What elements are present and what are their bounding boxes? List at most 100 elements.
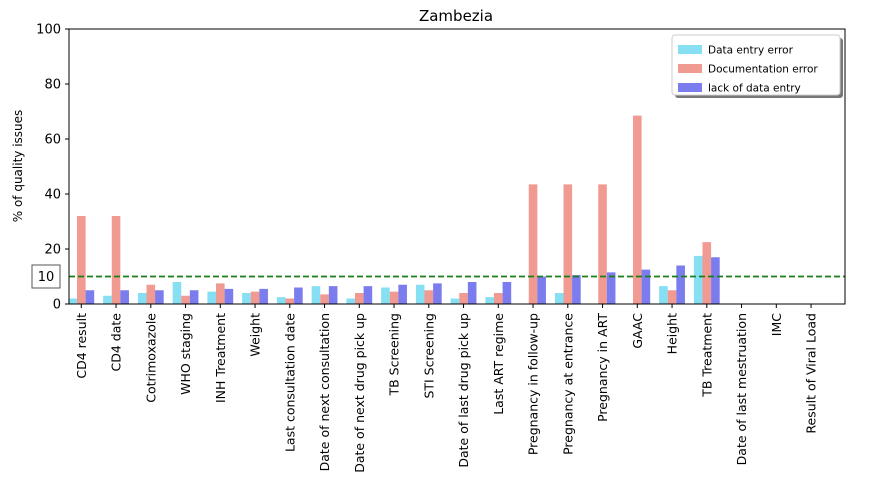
- x-tick-label-date-of-last-drug-pick-up: Date of last drug pick up: [456, 313, 471, 468]
- bar-data-entry-error-tb-treatment: [693, 255, 703, 305]
- bar-documentation-error-date-of-next-consultation: [320, 294, 329, 305]
- bar-data-entry-error-date-of-next-drug-pick-up: [346, 298, 355, 304]
- x-tick-label-cd4-result: CD4 result: [74, 313, 89, 379]
- bar-lack-of-data-entry-pregnancy-at-entrance: [572, 275, 581, 305]
- bar-documentation-error-date-of-next-drug-pick-up: [355, 293, 364, 304]
- x-tick-label-who-staging: WHO staging: [178, 313, 193, 395]
- x-tick-label-pregnancy-at-entrance: Pregnancy at entrance: [560, 313, 575, 455]
- bar-lack-of-data-entry-cotrimoxazole: [155, 290, 164, 304]
- bar-documentation-error-cotrimoxazole: [146, 284, 156, 304]
- y-tick-label: 60: [44, 133, 61, 148]
- bar-data-entry-error-pregnancy-at-entrance: [554, 293, 564, 304]
- y-axis-label: % of quality issues: [11, 110, 25, 223]
- bar-documentation-error-last-art-regime: [494, 293, 503, 304]
- x-tick-label-tb-screening: TB Screening: [387, 313, 402, 397]
- legend-label-lack-of-data-entry: lack of data entry: [708, 83, 801, 95]
- bar-documentation-error-cd4-date: [111, 216, 121, 304]
- bars-layer: [68, 115, 720, 305]
- bar-data-entry-error-cd4-result: [68, 298, 77, 304]
- bar-documentation-error-last-consultation-date: [285, 298, 295, 304]
- y-axis: 0 20 40 60 80 100: [36, 23, 69, 313]
- x-tick-label-last-art-regime: Last ART regime: [491, 313, 506, 415]
- bar-lack-of-data-entry-pregnancy-in-art: [606, 272, 616, 305]
- bar-data-entry-error-weight: [242, 293, 251, 304]
- bar-lack-of-data-entry-date-of-next-drug-pick-up: [363, 286, 373, 305]
- x-tick-label-date-of-next-consultation: Date of next consultation: [317, 313, 332, 471]
- plot-frame: [68, 28, 846, 305]
- bar-documentation-error-pregnancy-in-follow-up: [528, 184, 538, 305]
- y-tick-label: 0: [53, 298, 61, 313]
- legend-items: Data entry error Documentation error lack …: [678, 45, 818, 95]
- bar-lack-of-data-entry-weight: [259, 288, 268, 305]
- bar-lack-of-data-entry-last-art-regime: [502, 282, 512, 304]
- bar-lack-of-data-entry-gaac: [641, 269, 651, 305]
- chart-title: Zambezia: [419, 7, 493, 25]
- bar-data-entry-error-cotrimoxazole: [137, 293, 147, 304]
- y-tick-label: 20: [44, 243, 61, 258]
- x-tick-label-height: Height: [665, 313, 680, 354]
- bar-documentation-error-inh-treatment: [216, 283, 225, 305]
- bar-data-entry-error-last-art-regime: [485, 297, 494, 305]
- x-tick-label-pregnancy-in-follow-up: Pregnancy in follow-up: [526, 313, 541, 455]
- x-tick-label-last-consultation-date: Last consultation date: [282, 313, 297, 452]
- y-tick-label: 100: [36, 23, 61, 38]
- x-axis: CD4 result CD4 date Cotrimoxazole WHO stagi…: [74, 304, 819, 473]
- bar-documentation-error-pregnancy-at-entrance: [563, 184, 573, 305]
- bar-lack-of-data-entry-cd4-date: [120, 290, 129, 304]
- bar-lack-of-data-entry-height: [676, 265, 685, 304]
- x-tick-label-cd4-date: CD4 date: [109, 313, 124, 372]
- bar-lack-of-data-entry-sti-screening: [433, 283, 442, 305]
- bar-data-entry-error-last-consultation-date: [276, 297, 286, 305]
- x-tick-label-result-of-viral-load: Result of Viral Load: [804, 313, 819, 434]
- x-tick-label-cotrimoxazole: Cotrimoxazole: [143, 313, 158, 403]
- bar-lack-of-data-entry-date-of-next-consultation: [328, 286, 338, 305]
- y-tick-label: 80: [44, 78, 61, 93]
- bar-documentation-error-who-staging: [181, 295, 190, 304]
- bar-documentation-error-tb-screening: [389, 291, 399, 305]
- bar-data-entry-error-date-of-last-drug-pick-up: [450, 298, 460, 304]
- x-tick-label-date-of-last-mestruation: Date of last mestruation: [734, 313, 749, 465]
- bar-lack-of-data-entry-who-staging: [189, 290, 199, 304]
- x-tick-label-inh-treatment: INH Treatment: [213, 313, 228, 403]
- legend-swatch-documentation-error: [678, 64, 702, 73]
- bar-data-entry-error-date-of-next-consultation: [311, 286, 321, 305]
- bar-lack-of-data-entry-cd4-result: [85, 290, 95, 304]
- bar-lack-of-data-entry-pregnancy-in-follow-up: [537, 276, 546, 304]
- legend-box: [671, 34, 841, 96]
- bar-lack-of-data-entry-date-of-last-drug-pick-up: [467, 282, 477, 304]
- x-tick-label-weight: Weight: [248, 313, 263, 357]
- bar-documentation-error-cd4-result: [77, 216, 86, 304]
- x-tick-label-sti-screening: STI Screening: [421, 313, 436, 399]
- bar-documentation-error-pregnancy-in-art: [598, 184, 607, 305]
- reference-value-box-frame: [31, 264, 61, 289]
- legend-label-data-entry-error: Data entry error: [708, 45, 794, 57]
- legend-swatch-data-entry-error: [678, 45, 702, 54]
- bar-documentation-error-sti-screening: [424, 290, 434, 304]
- bar-documentation-error-tb-treatment: [702, 242, 712, 305]
- bar-lack-of-data-entry-tb-screening: [398, 284, 407, 304]
- bar-data-entry-error-tb-screening: [381, 287, 390, 304]
- x-tick-label-imc: IMC: [769, 313, 784, 336]
- bar-lack-of-data-entry-tb-treatment: [711, 257, 720, 304]
- bar-data-entry-error-height: [659, 286, 668, 305]
- legend-label-documentation-error: Documentation error: [708, 64, 818, 76]
- bar-data-entry-error-who-staging: [172, 282, 182, 304]
- reference-value-box: 10: [31, 264, 61, 289]
- bar-documentation-error-height: [667, 290, 677, 304]
- x-tick-label-date-of-next-drug-pick-up: Date of next drug pick up: [352, 313, 367, 473]
- bar-data-entry-error-cd4-date: [103, 295, 112, 304]
- bar-lack-of-data-entry-inh-treatment: [224, 288, 234, 305]
- reference-value-label: 10: [38, 270, 55, 285]
- bar-data-entry-error-sti-screening: [415, 284, 425, 304]
- bar-data-entry-error-inh-treatment: [207, 291, 216, 305]
- y-tick-label: 40: [44, 188, 61, 203]
- bar-documentation-error-gaac: [633, 115, 642, 305]
- legend-swatch-lack-of-data-entry: [678, 83, 702, 92]
- bar-documentation-error-date-of-last-drug-pick-up: [459, 293, 468, 304]
- x-tick-label-pregnancy-in-art: Pregnancy in ART: [595, 313, 610, 422]
- x-tick-label-tb-treatment: TB Treatment: [699, 313, 714, 398]
- chart-legend: Data entry error Documentation error lack …: [671, 34, 843, 98]
- bar-documentation-error-weight: [250, 291, 260, 305]
- bar-lack-of-data-entry-last-consultation-date: [294, 287, 303, 304]
